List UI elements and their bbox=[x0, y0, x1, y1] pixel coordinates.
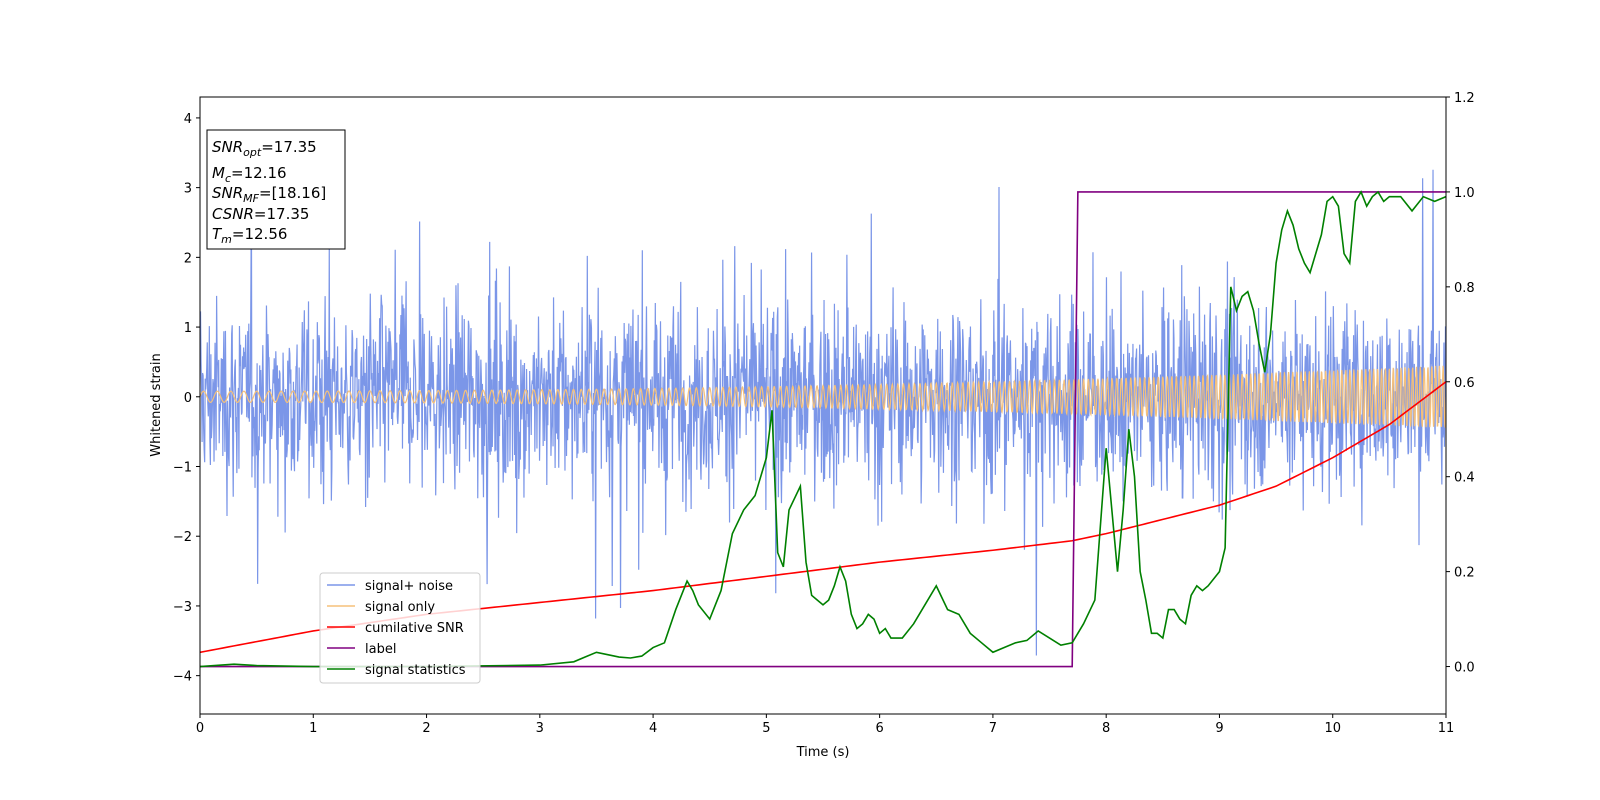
ticks-layer: 0 1 2 3 4 5 6 7 8 9 10 1143210−1−2−3−40.00.20.40.60… bbox=[173, 91, 1475, 736]
x-tick-label: 6 bbox=[875, 721, 883, 736]
x-tick-label: 4 bbox=[649, 721, 657, 736]
y-left-tick-label: 1 bbox=[184, 321, 192, 336]
y-left-tick-label: −1 bbox=[173, 461, 192, 476]
y-right-tick-label: 0.6 bbox=[1454, 376, 1475, 391]
y-right-tick-label: 0.8 bbox=[1454, 281, 1475, 296]
x-tick-label: 10 bbox=[1324, 721, 1341, 736]
y-left-tick-label: 0 bbox=[184, 391, 192, 406]
legend-label-signal-statistics: signal statistics bbox=[365, 663, 466, 678]
x-tick-label: 11 bbox=[1438, 721, 1455, 736]
legend-label-label: label bbox=[365, 642, 396, 657]
y-right-tick-label: 1.0 bbox=[1454, 186, 1475, 201]
legend-frame bbox=[319, 572, 481, 684]
annotation-snr-mf: SNRMF=[18.16] bbox=[212, 184, 326, 205]
y-right-tick-label: 0.2 bbox=[1454, 566, 1475, 581]
annotation-mc: Mc=12.16 bbox=[212, 164, 287, 185]
x-tick-label: 1 bbox=[309, 721, 317, 736]
legend: signal+ noise signal only cumilative SNR… bbox=[319, 572, 481, 684]
x-tick-label: 0 bbox=[196, 721, 204, 736]
x-tick-label: 3 bbox=[536, 721, 544, 736]
annotation-frame bbox=[206, 129, 346, 250]
y-left-tick-label: −2 bbox=[173, 530, 192, 545]
series-label bbox=[200, 191, 1446, 668]
y-left-tick-label: −3 bbox=[173, 600, 192, 615]
x-axis-label: Time (s) bbox=[796, 745, 850, 760]
series-signal-only bbox=[200, 365, 1446, 428]
series-signal-statistics bbox=[200, 190, 1446, 668]
y-left-tick-label: −4 bbox=[173, 670, 192, 685]
y-right-tick-label: 1.2 bbox=[1454, 91, 1475, 106]
annotation-csnr: CSNR=17.35 bbox=[212, 205, 309, 223]
x-tick-label: 9 bbox=[1215, 721, 1223, 736]
legend-label-cumulative-snr: cumilative SNR bbox=[365, 621, 464, 636]
annotation-tm: Tm=12.56 bbox=[212, 225, 287, 246]
annotation-box: SNRopt=17.35 Mc=12.16 SNRMF=[18.16] CSNR… bbox=[206, 129, 346, 250]
legend-label-signal-noise: signal+ noise bbox=[365, 579, 453, 594]
x-tick-label: 2 bbox=[422, 721, 430, 736]
y-axis-label: Whitened strain bbox=[149, 353, 164, 456]
y-right-tick-label: 0.4 bbox=[1454, 471, 1475, 486]
y-left-tick-label: 3 bbox=[184, 182, 192, 197]
plot-frame bbox=[199, 96, 1447, 715]
x-tick-label: 5 bbox=[762, 721, 770, 736]
x-tick-label: 8 bbox=[1102, 721, 1110, 736]
x-tick-label: 7 bbox=[989, 721, 997, 736]
y-right-tick-label: 0.0 bbox=[1454, 661, 1475, 676]
legend-label-signal-only: signal only bbox=[365, 600, 435, 615]
y-left-tick-label: 4 bbox=[184, 112, 192, 127]
annotation-snr-opt: SNRopt=17.35 bbox=[212, 138, 317, 159]
y-left-tick-label: 2 bbox=[184, 251, 192, 266]
